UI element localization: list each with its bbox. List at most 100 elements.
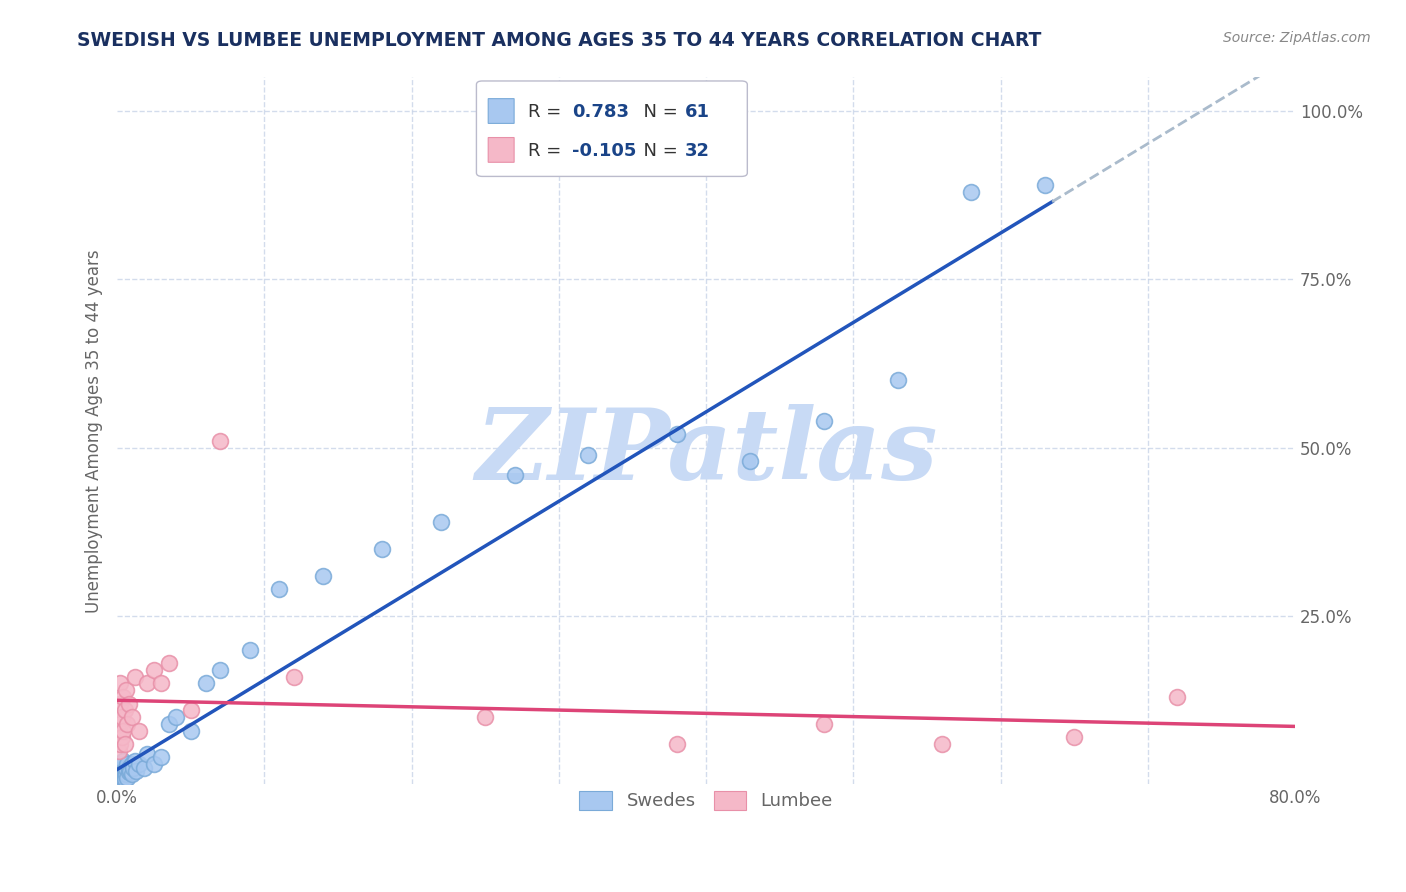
Point [128,723,150,738]
Text: N =: N = [631,142,689,161]
Point [157,716,180,731]
Point [120,764,142,778]
Point [115,683,138,698]
Legend: Swedes, Lumbee: Swedes, Lumbee [565,777,848,825]
Point [107,723,129,738]
Point [121,767,143,781]
Point [107,744,129,758]
Point [121,757,143,772]
Point [110,710,132,724]
Point [125,764,148,778]
Point [110,774,132,789]
Point [108,764,131,778]
Point [128,757,150,772]
Point [110,769,132,783]
Point [209,663,232,677]
Point [110,765,132,780]
Y-axis label: Unemployment Among Ages 35 to 44 years: Unemployment Among Ages 35 to 44 years [86,249,103,613]
Point [108,767,131,781]
Point [165,710,187,724]
Point [110,757,132,772]
Point [107,774,129,789]
Point [135,676,157,690]
Point [118,765,141,780]
Point [180,723,202,738]
Point [107,771,129,785]
Point [110,772,132,786]
Point [110,763,132,777]
Text: 61: 61 [685,103,710,121]
Point [886,373,908,387]
Point [430,515,453,529]
Point [150,750,173,764]
Text: 32: 32 [685,142,710,161]
Point [117,716,139,731]
Text: R =: R = [529,103,574,121]
Point [124,670,146,684]
Point [121,710,143,724]
Point [110,731,132,745]
Point [157,657,180,671]
Point [122,761,145,775]
Point [115,764,138,778]
Point [1063,731,1085,745]
Point [114,772,136,786]
Point [112,723,135,738]
Point [143,663,166,677]
Point [107,767,129,781]
Text: SWEDISH VS LUMBEE UNEMPLOYMENT AMONG AGES 35 TO 44 YEARS CORRELATION CHART: SWEDISH VS LUMBEE UNEMPLOYMENT AMONG AGE… [77,31,1042,50]
Point [135,747,157,761]
Point [107,761,129,775]
Text: R =: R = [529,142,567,161]
Point [931,737,953,751]
Point [239,642,262,657]
Point [283,670,305,684]
Point [117,771,139,785]
Point [132,761,155,775]
Point [107,710,129,724]
Point [474,710,496,724]
Point [150,676,173,690]
Point [813,414,835,428]
Point [114,769,136,783]
Point [117,757,139,772]
Text: 0.783: 0.783 [572,103,628,121]
Text: ZIPatlas: ZIPatlas [475,404,938,500]
FancyBboxPatch shape [477,81,748,177]
FancyBboxPatch shape [488,99,515,123]
Point [115,761,138,775]
Point [114,737,136,751]
Point [114,765,136,780]
Point [108,716,131,731]
Point [112,767,135,781]
Point [112,690,135,704]
Text: Source: ZipAtlas.com: Source: ZipAtlas.com [1223,31,1371,45]
Point [112,764,135,778]
Point [112,771,135,785]
Point [108,676,131,690]
Point [114,703,136,717]
Point [112,761,135,775]
FancyBboxPatch shape [488,137,515,162]
Point [813,716,835,731]
Point [194,676,217,690]
Point [143,757,166,772]
Point [115,767,138,781]
Point [665,427,688,442]
Point [1033,178,1056,193]
Point [108,772,131,786]
Point [112,754,135,768]
Text: -0.105: -0.105 [572,142,636,161]
Point [1166,690,1188,704]
Point [269,582,291,596]
Point [108,761,131,775]
Point [108,737,131,751]
Point [108,697,131,711]
Point [108,771,131,785]
Point [118,761,141,775]
Point [124,754,146,768]
Point [665,737,688,751]
Point [108,757,131,772]
Point [576,448,599,462]
Text: N =: N = [631,103,689,121]
